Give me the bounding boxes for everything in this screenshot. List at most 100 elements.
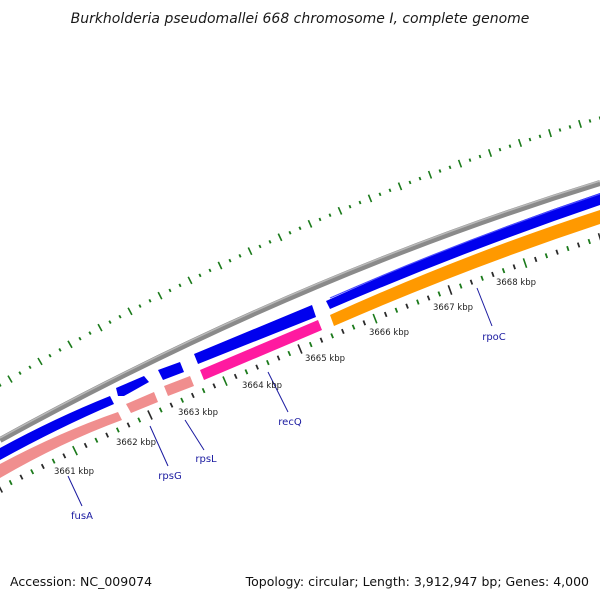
gc-dot bbox=[568, 125, 572, 129]
gene-label-recQ[interactable]: recQ bbox=[278, 417, 302, 428]
scale-tick bbox=[115, 427, 120, 433]
scale-tick bbox=[512, 264, 516, 270]
backbone-line bbox=[0, 180, 600, 443]
gc-dot bbox=[247, 247, 253, 256]
gc-dot bbox=[337, 206, 343, 215]
gc-dot bbox=[528, 137, 532, 142]
scale-tick bbox=[233, 373, 238, 380]
gc-dot bbox=[58, 348, 62, 352]
gc-dot bbox=[37, 357, 43, 366]
scale-tick bbox=[362, 320, 367, 326]
leader-fusA bbox=[67, 475, 83, 507]
gene-label-fusA[interactable]: fusA bbox=[71, 511, 93, 522]
tick-label-3665: 3665 kbp bbox=[305, 354, 345, 364]
scale-tick bbox=[405, 303, 409, 309]
scale-tick bbox=[212, 383, 217, 389]
gc-dot bbox=[268, 240, 272, 244]
reverse-strand-track bbox=[0, 210, 600, 478]
gc-dot bbox=[217, 261, 223, 270]
gc-dot bbox=[118, 314, 122, 319]
scale-tick bbox=[576, 242, 581, 248]
cds-rpoC-highlight bbox=[329, 193, 600, 299]
scale-tick bbox=[30, 469, 35, 475]
gc-dot bbox=[148, 298, 152, 303]
gc-dot bbox=[198, 273, 202, 278]
cds-reverse-1[interactable] bbox=[0, 412, 122, 478]
gc-dot bbox=[18, 371, 22, 375]
scale-tick bbox=[8, 479, 13, 486]
gc-content-track bbox=[0, 116, 600, 387]
gene-label-rpsG[interactable]: rpsG bbox=[158, 471, 181, 482]
scale-tick bbox=[459, 283, 463, 289]
gc-dot bbox=[358, 200, 362, 205]
cds-rpoC[interactable] bbox=[326, 193, 600, 309]
cds-rpsL[interactable] bbox=[158, 362, 184, 380]
gc-dot bbox=[578, 119, 582, 128]
scale-tick bbox=[126, 422, 131, 428]
gc-dot bbox=[538, 134, 542, 139]
scale-tick bbox=[137, 417, 142, 423]
scale-tick bbox=[480, 275, 484, 281]
genome-summary-text: Topology: circular; Length: 3,912,947 bp… bbox=[245, 574, 589, 589]
gc-dot bbox=[157, 291, 163, 300]
gc-dot bbox=[78, 336, 82, 341]
scale-tick bbox=[501, 267, 506, 274]
tick-labels: 3661 kbp 3662 kbp 3663 kbp 3664 kbp 3665… bbox=[54, 278, 536, 477]
gc-dot bbox=[298, 226, 302, 231]
cds-reverse-2[interactable] bbox=[126, 392, 158, 413]
gc-dot bbox=[178, 283, 182, 288]
gc-dot bbox=[517, 138, 523, 147]
leader-rpsL bbox=[184, 419, 205, 451]
leader-rpsG bbox=[149, 425, 169, 467]
scale-tick bbox=[491, 271, 495, 278]
tick-label-3662: 3662 kbp bbox=[116, 438, 156, 448]
scale-tick bbox=[394, 307, 399, 313]
scale-tick bbox=[244, 369, 249, 375]
tick-label-3663: 3663 kbp bbox=[178, 408, 218, 418]
cds-fusA[interactable] bbox=[0, 396, 114, 460]
gc-dot bbox=[168, 288, 172, 293]
gc-dot bbox=[67, 340, 73, 349]
gc-dot bbox=[238, 254, 242, 258]
gc-dot bbox=[328, 213, 332, 217]
gene-label-rpsL[interactable]: rpsL bbox=[195, 454, 217, 465]
scale-ticks bbox=[0, 232, 600, 493]
scale-tick bbox=[587, 238, 591, 245]
gc-dot bbox=[388, 188, 392, 193]
scale-tick bbox=[469, 279, 474, 285]
cds-rpsG[interactable] bbox=[116, 376, 149, 396]
leader-rpoC bbox=[476, 287, 493, 327]
scale-tick bbox=[180, 397, 185, 403]
scale-tick bbox=[372, 313, 378, 324]
gc-dot bbox=[318, 217, 322, 222]
gc-dot bbox=[288, 230, 292, 235]
gene-label-rpoC[interactable]: rpoC bbox=[482, 332, 506, 343]
cds-reverse-orange[interactable] bbox=[330, 210, 600, 326]
gc-dot bbox=[48, 353, 52, 358]
scale-tick bbox=[597, 232, 600, 241]
scale-tick bbox=[19, 474, 24, 480]
gc-dot bbox=[7, 375, 13, 383]
gc-dot bbox=[548, 129, 552, 138]
map-title: Burkholderia pseudomallei 668 chromosome… bbox=[71, 11, 530, 27]
cds-reverse-magenta[interactable] bbox=[200, 320, 322, 380]
leader-recQ bbox=[267, 371, 289, 413]
gc-dot bbox=[427, 170, 433, 179]
scale-tick bbox=[40, 463, 45, 470]
gc-dot bbox=[438, 169, 442, 173]
gc-dot bbox=[277, 233, 283, 242]
scale-tick bbox=[287, 350, 292, 357]
cds-recQ[interactable] bbox=[194, 305, 316, 364]
gc-dot bbox=[448, 165, 452, 170]
tick-label-3667: 3667 kbp bbox=[433, 303, 473, 313]
gc-dot bbox=[88, 331, 92, 335]
scale-tick bbox=[383, 311, 388, 318]
scale-tick bbox=[105, 432, 110, 438]
backbone-track bbox=[0, 180, 600, 443]
gc-dot bbox=[498, 147, 502, 152]
gc-dot bbox=[457, 159, 463, 168]
cds-reverse-3[interactable] bbox=[164, 376, 194, 396]
gc-dot bbox=[138, 304, 142, 308]
scale-tick bbox=[83, 442, 88, 449]
